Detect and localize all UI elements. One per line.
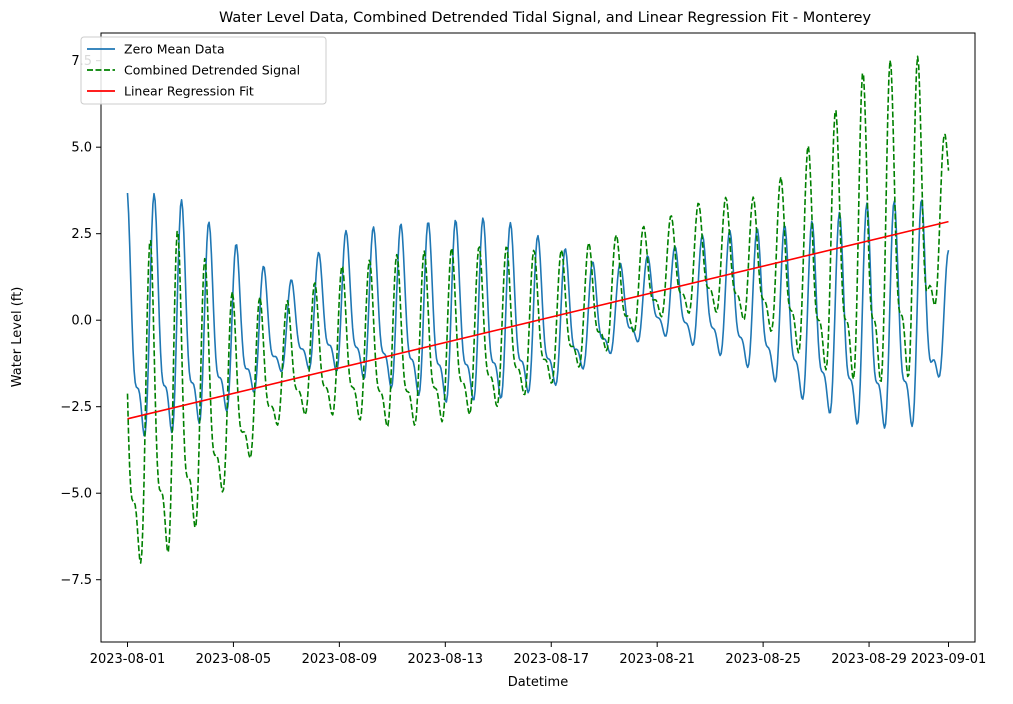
y-tick-label: −5.0 — [60, 487, 92, 502]
legend-label: Zero Mean Data — [124, 42, 225, 57]
x-tick-label: 2023-08-01 — [90, 652, 166, 667]
x-tick-label: 2023-08-09 — [302, 652, 378, 667]
y-tick-label: 2.5 — [71, 227, 92, 242]
y-axis: 7.55.02.50.0−2.5−5.0−7.5 — [60, 54, 101, 588]
x-axis-label: Datetime — [508, 675, 568, 690]
y-tick-label: −2.5 — [60, 400, 92, 415]
x-tick-label: 2023-08-21 — [619, 652, 695, 667]
chart-title: Water Level Data, Combined Detrended Tid… — [219, 10, 872, 26]
legend-label: Linear Regression Fit — [124, 84, 254, 99]
y-tick-label: −7.5 — [60, 573, 92, 588]
y-tick-label: 0.0 — [71, 314, 92, 329]
series-line-combined-detrended-signal — [126, 55, 950, 564]
series-line-linear-regression-fit — [127, 220, 949, 420]
x-axis: 2023-08-01 2023-08-05 2023-08-09 2023-08-13… — [90, 642, 987, 667]
series-line-zero-mean-data — [126, 192, 950, 437]
plot-area-frame — [100, 32, 976, 643]
x-tick-label: 2023-08-17 — [513, 652, 589, 667]
y-tick-label: 5.0 — [71, 141, 92, 156]
x-tick-label: 2023-08-13 — [408, 652, 484, 667]
x-tick-label: 2023-08-05 — [196, 652, 272, 667]
legend-box — [80, 36, 327, 105]
x-tick-label: 2023-08-25 — [725, 652, 801, 667]
legend-label: Combined Detrended Signal — [124, 63, 300, 78]
x-tick-label: 2023-09-01 — [911, 652, 987, 667]
legend: Zero Mean Data Combined Detrended Signal L… — [80, 36, 327, 105]
x-tick-label: 2023-08-29 — [831, 652, 907, 667]
y-axis-label: Water Level (ft) — [10, 287, 25, 388]
